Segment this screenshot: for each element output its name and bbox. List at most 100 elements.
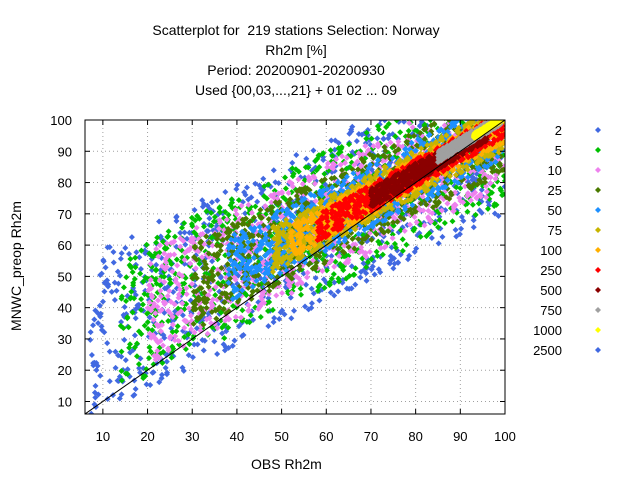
data-point: [235, 323, 242, 330]
data-point: [169, 313, 176, 320]
data-point: [460, 104, 466, 110]
data-point: [431, 112, 437, 118]
data-point: [110, 248, 117, 255]
data-points: [87, 100, 505, 414]
data-point: [188, 280, 195, 287]
data-point: [87, 329, 94, 336]
data-point: [451, 112, 457, 118]
data-point: [489, 100, 495, 106]
data-point: [460, 109, 466, 115]
data-point: [321, 170, 328, 177]
data-point: [98, 323, 105, 330]
data-point: [472, 211, 479, 218]
data-point: [320, 150, 327, 157]
data-point: [501, 183, 505, 190]
data-point: [262, 231, 269, 238]
data-point: [394, 218, 401, 225]
data-point: [474, 159, 481, 166]
data-point: [228, 236, 235, 243]
data-point: [257, 206, 264, 213]
data-point: [360, 158, 367, 165]
data-point: [159, 342, 166, 349]
data-point: [457, 102, 463, 108]
data-point: [238, 261, 245, 268]
data-point: [199, 311, 206, 318]
data-point: [409, 210, 416, 217]
data-point: [447, 189, 454, 196]
data-point: [270, 167, 277, 174]
data-point: [164, 253, 171, 260]
data-point: [245, 302, 252, 309]
data-point: [458, 213, 465, 220]
data-point: [145, 355, 152, 362]
data-point: [131, 275, 138, 282]
data-point: [496, 104, 502, 110]
data-point: [163, 358, 170, 365]
data-point: [498, 112, 504, 118]
data-point: [245, 239, 252, 246]
data-point: [355, 130, 362, 137]
data-point: [417, 233, 424, 240]
data-point: [374, 252, 381, 259]
data-point: [353, 138, 360, 145]
data-point: [327, 197, 334, 204]
data-point: [390, 265, 397, 272]
data-point: [436, 110, 442, 116]
data-point: [404, 256, 411, 263]
data-point: [242, 271, 249, 278]
data-point: [489, 111, 495, 117]
data-point: [131, 295, 138, 302]
data-point: [387, 260, 394, 267]
data-point: [365, 165, 372, 172]
data-point: [118, 367, 125, 374]
data-point: [425, 215, 432, 222]
data-point: [475, 113, 481, 119]
data-point: [157, 328, 164, 335]
data-point: [164, 292, 171, 299]
data-point: [328, 252, 335, 259]
data-point: [203, 208, 210, 215]
data-point: [265, 308, 272, 315]
data-point: [285, 255, 292, 262]
data-point: [442, 207, 449, 214]
data-point: [306, 187, 313, 194]
data-point: [167, 280, 174, 287]
data-point: [118, 318, 125, 325]
data-point: [98, 270, 105, 277]
data-point: [343, 154, 350, 161]
data-point: [478, 209, 485, 216]
data-point: [464, 174, 471, 181]
data-point: [417, 200, 424, 207]
data-point: [211, 231, 218, 238]
data-point: [128, 264, 135, 271]
data-point: [176, 286, 183, 293]
data-point: [133, 249, 140, 256]
data-point: [328, 137, 335, 144]
data-point: [133, 353, 140, 360]
data-point: [244, 244, 251, 251]
data-point: [341, 253, 348, 260]
data-point: [328, 257, 335, 264]
data-point: [364, 259, 371, 266]
data-point: [483, 194, 490, 201]
data-point: [203, 304, 210, 311]
data-point: [111, 296, 118, 303]
data-point: [331, 292, 338, 299]
data-point: [500, 152, 505, 159]
data-point: [236, 244, 243, 251]
data-point: [173, 218, 180, 225]
data-point: [185, 331, 192, 338]
data-point: [132, 315, 139, 322]
data-point: [308, 285, 315, 292]
data-point: [237, 254, 244, 261]
data-point: [363, 129, 370, 136]
data-point: [174, 323, 181, 330]
data-point: [262, 236, 269, 243]
data-point: [225, 344, 232, 351]
data-point: [336, 253, 343, 260]
data-point: [482, 179, 489, 186]
data-point: [453, 120, 460, 125]
data-point: [464, 208, 471, 215]
data-point: [339, 167, 346, 174]
data-point: [222, 189, 229, 196]
